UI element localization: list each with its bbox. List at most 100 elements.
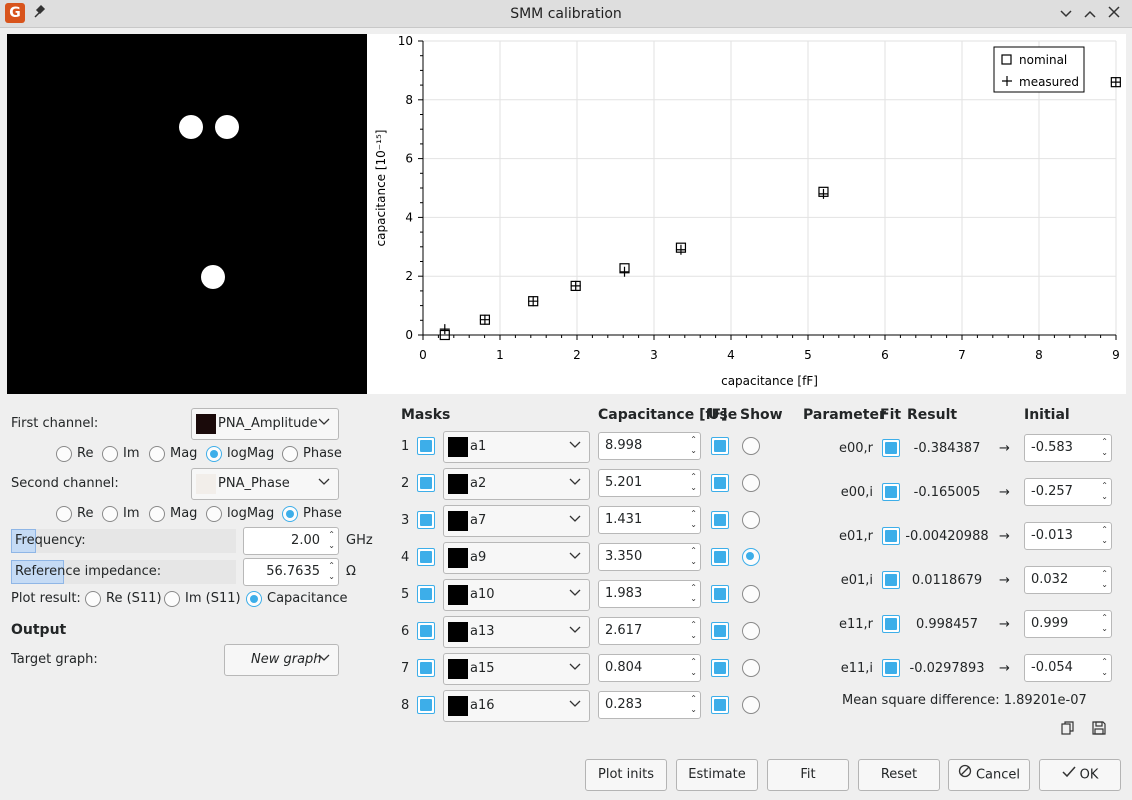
show-radio[interactable] (742, 437, 760, 455)
show-radio[interactable] (742, 511, 760, 529)
show-radio[interactable] (742, 659, 760, 677)
mask-select[interactable]: a2 (443, 468, 590, 500)
radio-re[interactable] (56, 446, 72, 462)
radio-logmag[interactable] (206, 506, 222, 522)
fit-checkbox[interactable] (882, 659, 900, 677)
use-checkbox[interactable] (711, 622, 729, 640)
radio-re-s11-[interactable] (85, 591, 101, 607)
initial-spinbox[interactable]: 0.032 ⌃ ⌄ (1024, 566, 1112, 594)
pin-icon[interactable] (32, 4, 48, 22)
initial-spinbox[interactable]: -0.013 ⌃ ⌄ (1024, 522, 1112, 550)
mask-select[interactable]: a15 (443, 653, 590, 685)
initial-spinbox[interactable]: 0.999 ⌃ ⌄ (1024, 610, 1112, 638)
spin-arrows-icon[interactable]: ⌃ ⌄ (1101, 657, 1108, 677)
capacitance-spinbox[interactable]: 5.201 ⌃ ⌄ (598, 469, 701, 497)
radio-phase[interactable] (282, 506, 298, 522)
radio-mag[interactable] (149, 506, 165, 522)
show-radio[interactable] (742, 585, 760, 603)
capacitance-graph[interactable]: 0 1 2 3 4 5 6 7 8 9 0 2 4 6 8 10 capacitance [fF] capacit… (367, 34, 1126, 394)
mask-select[interactable]: a10 (443, 579, 590, 611)
initial-spinbox[interactable]: -0.257 ⌃ ⌄ (1024, 478, 1112, 506)
fit-checkbox[interactable] (882, 527, 900, 545)
frequency-spinbox[interactable]: 2.00 ⌃ ⌄ (243, 527, 339, 555)
minimize-icon[interactable] (1056, 4, 1076, 24)
spin-arrows-icon[interactable]: ⌃ ⌄ (690, 694, 697, 714)
spin-arrows-icon[interactable]: ⌃ ⌄ (690, 657, 697, 677)
spin-arrows-icon[interactable]: ⌃ ⌄ (1101, 481, 1108, 501)
estimate-button[interactable]: Estimate (676, 759, 758, 791)
first-channel-combo[interactable]: PNA_Amplitude (191, 408, 339, 440)
show-radio[interactable] (742, 474, 760, 492)
capacitance-spinbox[interactable]: 2.617 ⌃ ⌄ (598, 617, 701, 645)
target-graph-combo[interactable]: New graph (224, 644, 339, 676)
show-radio[interactable] (742, 548, 760, 566)
radio-logmag[interactable] (206, 446, 222, 462)
use-checkbox[interactable] (711, 585, 729, 603)
save-icon[interactable] (1091, 720, 1107, 736)
mask-select[interactable]: a9 (443, 542, 590, 574)
mask-select[interactable]: a13 (443, 616, 590, 648)
maximize-icon[interactable] (1080, 4, 1100, 24)
spin-arrows-icon[interactable]: ⌃ ⌄ (690, 546, 697, 566)
mask-checkbox[interactable] (417, 437, 435, 455)
second-channel-combo[interactable]: PNA_Phase (191, 468, 339, 500)
spin-arrows-icon[interactable]: ⌃ ⌄ (1101, 525, 1108, 545)
use-checkbox[interactable] (711, 548, 729, 566)
close-icon[interactable] (1104, 4, 1124, 24)
spin-arrows-icon[interactable]: ⌃ ⌄ (1101, 613, 1108, 633)
initial-spinbox[interactable]: -0.054 ⌃ ⌄ (1024, 654, 1112, 682)
spin-arrows-icon[interactable]: ⌃ ⌄ (1101, 437, 1108, 457)
show-radio[interactable] (742, 622, 760, 640)
capacitance-spinbox[interactable]: 1.431 ⌃ ⌄ (598, 506, 701, 534)
mask-checkbox[interactable] (417, 696, 435, 714)
mask-checkbox[interactable] (417, 659, 435, 677)
fit-button[interactable]: Fit (767, 759, 849, 791)
spin-arrows-icon[interactable]: ⌃ ⌄ (690, 435, 697, 455)
fit-checkbox[interactable] (882, 483, 900, 501)
use-checkbox[interactable] (711, 511, 729, 529)
mask-checkbox[interactable] (417, 585, 435, 603)
spin-arrows-icon[interactable]: ⌃ ⌄ (690, 620, 697, 640)
radio-im-s11-[interactable] (164, 591, 180, 607)
mask-checkbox[interactable] (417, 474, 435, 492)
refimp-spinbox[interactable]: 56.7635 ⌃ ⌄ (243, 558, 339, 586)
fit-checkbox[interactable] (882, 615, 900, 633)
use-checkbox[interactable] (711, 659, 729, 677)
use-checkbox[interactable] (711, 474, 729, 492)
mask-checkbox[interactable] (417, 548, 435, 566)
spin-arrows-icon[interactable]: ⌃ ⌄ (690, 583, 697, 603)
show-radio[interactable] (742, 696, 760, 714)
radio-mag[interactable] (149, 446, 165, 462)
radio-capacitance[interactable] (246, 591, 262, 607)
mask-select[interactable]: a1 (443, 431, 590, 463)
fit-checkbox[interactable] (882, 571, 900, 589)
plot-inits-button[interactable]: Plot inits (585, 759, 667, 791)
mask-select[interactable]: a16 (443, 690, 590, 722)
radio-im[interactable] (102, 506, 118, 522)
app-icon[interactable]: G (5, 3, 25, 23)
use-checkbox[interactable] (711, 696, 729, 714)
capacitance-spinbox[interactable]: 1.983 ⌃ ⌄ (598, 580, 701, 608)
capacitance-spinbox[interactable]: 3.350 ⌃ ⌄ (598, 543, 701, 571)
radio-phase[interactable] (282, 446, 298, 462)
mask-checkbox[interactable] (417, 622, 435, 640)
spin-arrows-icon[interactable]: ⌃ ⌄ (328, 530, 335, 550)
spin-arrows-icon[interactable]: ⌃ ⌄ (328, 561, 335, 581)
radio-re[interactable] (56, 506, 72, 522)
cancel-button[interactable]: Cancel (948, 759, 1030, 791)
mask-preview-image[interactable] (7, 34, 367, 394)
spin-arrows-icon[interactable]: ⌃ ⌄ (690, 472, 697, 492)
capacitance-spinbox[interactable]: 0.283 ⌃ ⌄ (598, 691, 701, 719)
capacitance-spinbox[interactable]: 0.804 ⌃ ⌄ (598, 654, 701, 682)
reset-button[interactable]: Reset (858, 759, 940, 791)
fit-checkbox[interactable] (882, 439, 900, 457)
mask-checkbox[interactable] (417, 511, 435, 529)
spin-arrows-icon[interactable]: ⌃ ⌄ (690, 509, 697, 529)
initial-spinbox[interactable]: -0.583 ⌃ ⌄ (1024, 434, 1112, 462)
capacitance-spinbox[interactable]: 8.998 ⌃ ⌄ (598, 432, 701, 460)
mask-select[interactable]: a7 (443, 505, 590, 537)
use-checkbox[interactable] (711, 437, 729, 455)
ok-button[interactable]: OK (1039, 759, 1121, 791)
radio-im[interactable] (102, 446, 118, 462)
spin-arrows-icon[interactable]: ⌃ ⌄ (1101, 569, 1108, 589)
